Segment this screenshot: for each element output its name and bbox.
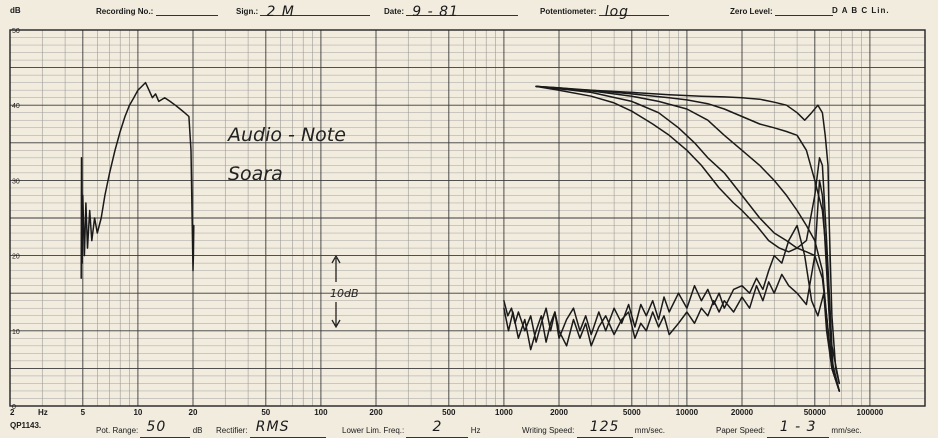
y-tick-label: 20	[12, 254, 20, 261]
response-curve-5	[535, 85, 841, 392]
zero-level-value	[774, 6, 833, 16]
response-curve-8	[503, 179, 841, 392]
y-tick-label: 30	[12, 178, 20, 185]
x-tick-label: 500	[442, 408, 456, 417]
x-tick-label: 100000	[857, 408, 884, 417]
x-tick-label: 100	[314, 408, 328, 417]
x-tick-label: 1000	[495, 408, 513, 417]
writing-speed-field: Writing Speed: 125 mm/sec.	[522, 419, 666, 438]
zero-level-field: Zero Level:	[730, 6, 833, 16]
sign-field: Sign.: 2 M	[236, 4, 371, 20]
x-tick-label: 50000	[804, 408, 827, 417]
potentiometer-field: Potentiometer: log	[540, 4, 669, 20]
paper-speed-field: Paper Speed: 1 - 3 mm/sec.	[716, 419, 862, 438]
lower-lim-value: 2	[432, 419, 443, 435]
x-tick-labels: 2 5 10 20 50 100 200 500 1000 2000 5000 10000 20000 5…	[10, 408, 884, 417]
rectifier-value: RMS	[255, 419, 290, 435]
x-tick-label: 2	[10, 408, 15, 417]
paper-speed-label: Paper Speed:	[716, 426, 765, 435]
pot-range-label: Pot. Range:	[96, 426, 139, 435]
handwritten-model-line1: Audio - Note	[226, 124, 346, 146]
x-tick-label: 2000	[550, 408, 568, 417]
response-curve-1	[80, 81, 195, 279]
y-tick-label: 10	[12, 329, 20, 336]
x-unit-label: Hz	[38, 408, 48, 417]
sign-value: 2 M	[266, 4, 295, 20]
recording-no: Recording No.:	[96, 6, 218, 16]
recording-no-value	[155, 6, 218, 16]
x-tick-label: 50	[261, 408, 270, 417]
y-tick-labels: 0 10 20 30 40 50	[12, 28, 20, 411]
writing-speed-value: 125	[589, 419, 620, 435]
x-tick-label: 5000	[623, 408, 641, 417]
scale-marker-label: 10dB	[330, 287, 359, 300]
x-tick-label: 200	[369, 408, 383, 417]
weighting-options: D A B C Lin.	[832, 6, 890, 15]
plot-frame	[9, 29, 926, 407]
lower-lim-field: Lower Lim. Freq.: 2 Hz	[342, 419, 481, 438]
response-curve-4	[535, 85, 841, 392]
y-unit-label: dB	[10, 6, 21, 15]
x-tick-label: 10000	[676, 408, 699, 417]
date-label: Date:	[384, 7, 405, 16]
writing-speed-label: Writing Speed:	[522, 426, 575, 435]
response-curve-7	[503, 224, 841, 392]
y-tick-label: 50	[12, 28, 20, 35]
zero-level-label: Zero Level:	[730, 7, 773, 16]
handwritten-model-line2: Soara	[228, 163, 283, 185]
response-curve-6	[535, 85, 841, 385]
pot-range-unit: dB	[192, 426, 203, 435]
x-tick-label: 20	[189, 408, 198, 417]
potentiometer-label: Potentiometer:	[540, 7, 597, 16]
x-tick-label: 10	[133, 408, 142, 417]
response-curves	[80, 81, 841, 392]
response-curve-2	[535, 85, 841, 385]
lower-lim-unit: Hz	[470, 426, 481, 435]
y-tick-label: 0	[12, 404, 16, 411]
pot-range-field: Pot. Range: 50 dB	[96, 419, 203, 438]
sign-label: Sign.:	[236, 7, 259, 16]
rectifier-field: Rectifier: RMS	[216, 419, 326, 438]
writing-speed-unit: mm/sec.	[634, 426, 666, 435]
paper-speed-value: 1 - 3	[779, 419, 817, 435]
lower-lim-label: Lower Lim. Freq.:	[342, 426, 405, 435]
rectifier-label: Rectifier:	[216, 426, 248, 435]
response-curve-3	[535, 85, 841, 392]
x-tick-label: 5	[81, 408, 86, 417]
date-value: 9 - 81	[412, 4, 459, 20]
paper-speed-unit: mm/sec.	[831, 426, 862, 435]
recording-no-label: Recording No.:	[96, 7, 154, 16]
form-id: QP1143.	[10, 421, 42, 430]
y-tick-label: 40	[12, 103, 20, 110]
date-field: Date: 9 - 81	[384, 4, 519, 20]
scale-marker: 10dB	[330, 254, 359, 329]
x-tick-label: 20000	[731, 408, 754, 417]
pot-range-value: 50	[146, 419, 167, 435]
potentiometer-value: log	[604, 4, 630, 20]
